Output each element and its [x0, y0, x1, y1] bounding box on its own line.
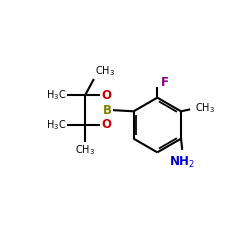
Text: B: B	[103, 104, 112, 117]
Text: CH$_3$: CH$_3$	[95, 64, 115, 78]
Text: NH$_2$: NH$_2$	[169, 155, 195, 170]
Text: H$_3$C: H$_3$C	[46, 88, 66, 102]
Text: H$_3$C: H$_3$C	[46, 118, 66, 132]
Text: F: F	[161, 76, 169, 89]
Text: CH$_3$: CH$_3$	[75, 144, 95, 158]
Text: O: O	[101, 118, 111, 132]
Text: O: O	[101, 89, 111, 102]
Text: CH$_3$: CH$_3$	[195, 102, 215, 115]
